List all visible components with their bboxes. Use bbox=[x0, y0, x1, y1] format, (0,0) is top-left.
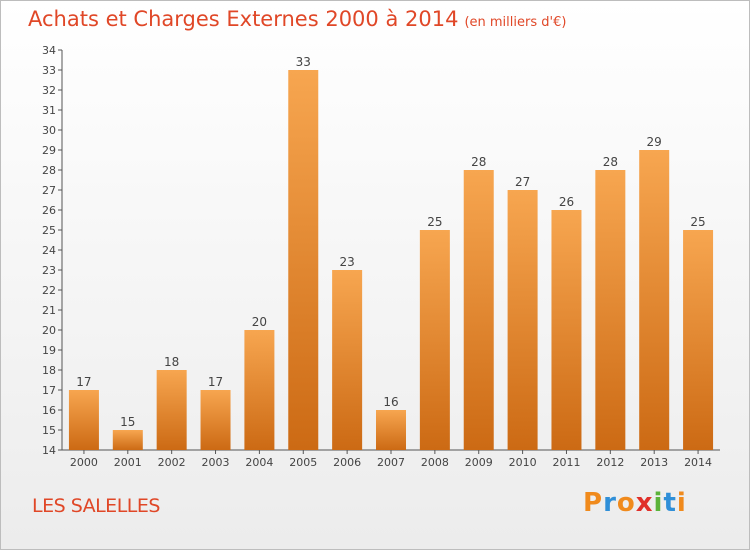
x-tick-label: 2003 bbox=[202, 456, 230, 469]
x-tick-label: 2009 bbox=[465, 456, 493, 469]
bar-2013 bbox=[639, 150, 670, 450]
x-tick-label: 2012 bbox=[596, 456, 624, 469]
y-tick-label: 30 bbox=[42, 124, 56, 137]
value-label-2014: 25 bbox=[690, 215, 705, 229]
bar-2000 bbox=[68, 390, 99, 450]
y-tick-label: 23 bbox=[42, 264, 56, 277]
x-tick-label: 2006 bbox=[333, 456, 361, 469]
y-tick-label: 28 bbox=[42, 164, 56, 177]
y-tick-label: 29 bbox=[42, 144, 56, 157]
y-tick-label: 18 bbox=[42, 364, 56, 377]
y-tick-label: 33 bbox=[42, 64, 56, 77]
y-tick-label: 25 bbox=[42, 224, 56, 237]
x-tick-label: 2001 bbox=[114, 456, 142, 469]
x-tick-label: 2002 bbox=[158, 456, 186, 469]
y-tick-label: 27 bbox=[42, 184, 56, 197]
value-label-2003: 17 bbox=[208, 375, 223, 389]
value-label-2009: 28 bbox=[471, 155, 486, 169]
x-tick-label: 2005 bbox=[289, 456, 317, 469]
bar-2014 bbox=[683, 230, 714, 450]
x-tick-label: 2004 bbox=[245, 456, 273, 469]
x-tick-label: 2000 bbox=[70, 456, 98, 469]
chart-subtitle: (en milliers d'€) bbox=[464, 15, 567, 30]
bar-2009 bbox=[463, 170, 494, 450]
bar-2007 bbox=[376, 410, 406, 450]
y-tick-label: 14 bbox=[42, 444, 56, 457]
x-tick-label: 2008 bbox=[421, 456, 449, 469]
y-tick-label: 20 bbox=[42, 324, 56, 337]
y-tick-label: 24 bbox=[42, 244, 56, 257]
value-label-2013: 29 bbox=[647, 135, 662, 149]
chart-title: Achats et Charges Externes 2000 à 2014 (e… bbox=[28, 7, 566, 31]
value-label-2007: 16 bbox=[383, 395, 398, 409]
value-label-2004: 20 bbox=[252, 315, 267, 329]
value-label-2002: 18 bbox=[164, 355, 179, 369]
x-tick-label: 2010 bbox=[509, 456, 537, 469]
y-tick-label: 19 bbox=[42, 344, 56, 357]
bar-2003 bbox=[200, 390, 231, 450]
bar-2004 bbox=[244, 330, 275, 450]
x-tick-label: 2011 bbox=[552, 456, 580, 469]
chart-title-text: Achats et Charges Externes 2000 à 2014 bbox=[28, 7, 459, 31]
bar-2010 bbox=[507, 190, 538, 450]
x-tick-label: 2014 bbox=[684, 456, 712, 469]
bar-2002 bbox=[156, 370, 187, 450]
value-label-2005: 33 bbox=[296, 55, 311, 69]
y-tick-label: 32 bbox=[42, 84, 56, 97]
y-tick-label: 21 bbox=[42, 304, 56, 317]
value-label-2000: 17 bbox=[76, 375, 91, 389]
bar-2005 bbox=[288, 70, 319, 450]
value-label-2010: 27 bbox=[515, 175, 530, 189]
value-label-2001: 15 bbox=[120, 415, 135, 429]
bar-2006 bbox=[332, 270, 363, 450]
y-tick-label: 17 bbox=[42, 384, 56, 397]
location-label: LES SALELLES bbox=[32, 495, 160, 517]
bar-2011 bbox=[551, 210, 582, 450]
value-label-2008: 25 bbox=[427, 215, 442, 229]
y-tick-label: 22 bbox=[42, 284, 56, 297]
y-tick-label: 26 bbox=[42, 204, 56, 217]
bar-2001 bbox=[112, 430, 143, 450]
x-tick-label: 2007 bbox=[377, 456, 405, 469]
bar-2012 bbox=[595, 170, 626, 450]
y-tick-label: 34 bbox=[42, 44, 56, 57]
x-tick-label: 2013 bbox=[640, 456, 668, 469]
value-label-2012: 28 bbox=[603, 155, 618, 169]
y-tick-label: 16 bbox=[42, 404, 56, 417]
y-tick-label: 31 bbox=[42, 104, 56, 117]
bar-2008 bbox=[419, 230, 450, 450]
value-label-2011: 26 bbox=[559, 195, 574, 209]
y-tick-label: 15 bbox=[42, 424, 56, 437]
chart-bars: 17 15 18 17 20 33 23 16 25 28 27 26 28 29 25 bbox=[68, 55, 714, 450]
proxiti-logo: Proxiti bbox=[583, 488, 687, 518]
value-label-2006: 23 bbox=[339, 255, 354, 269]
